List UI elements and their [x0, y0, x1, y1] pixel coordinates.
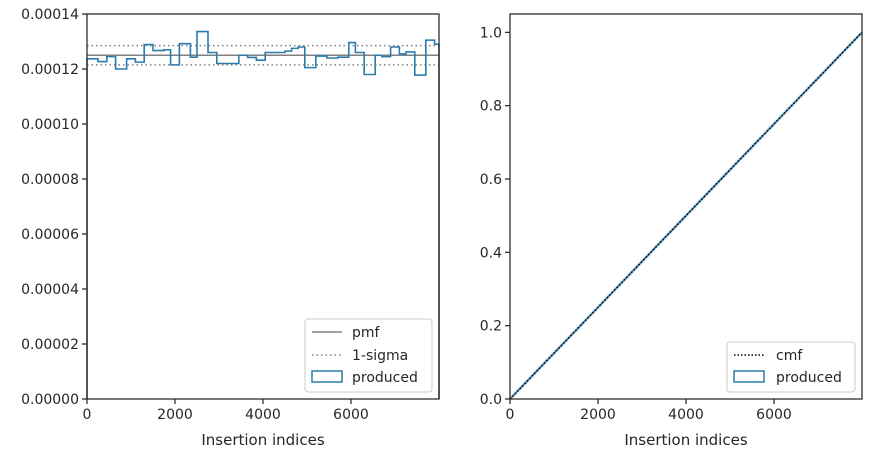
- y-tick-label: 0.00010: [21, 117, 79, 133]
- y-tick-label: 0.2: [480, 319, 502, 335]
- plot-area: [510, 14, 862, 399]
- x-axis-ticks: 0 2000 4000 6000: [83, 399, 369, 423]
- y-tick-label: 0.6: [480, 172, 502, 188]
- x-axis-ticks: 0 2000 4000 6000: [506, 399, 792, 423]
- data-layer: [508, 30, 864, 401]
- legend-produced-label: produced: [776, 370, 842, 386]
- x-tick-label: 6000: [333, 407, 369, 423]
- x-axis-label: Insertion indices: [201, 431, 324, 449]
- x-tick-label: 0: [83, 407, 92, 423]
- y-tick-label: 0.00012: [21, 62, 79, 78]
- y-tick-label: 0.00000: [21, 392, 79, 408]
- y-tick-label: 0.8: [480, 99, 502, 115]
- y-axis-ticks: 0.0 0.2 0.4 0.6 0.8 1.0: [480, 25, 510, 408]
- legend: pmf 1-sigma produced: [304, 318, 433, 393]
- y-tick-label: 0.00014: [21, 7, 79, 23]
- x-tick-label: 6000: [756, 407, 792, 423]
- y-tick-label: 0.00004: [21, 282, 79, 298]
- x-tick-label: 2000: [580, 407, 616, 423]
- cmf-line: [509, 31, 863, 400]
- cmf-panel: 0 2000 4000 6000 0.0 0.2 0.4 0.6 0.8 1.0 Inserti…: [480, 13, 864, 449]
- x-tick-label: 4000: [668, 407, 704, 423]
- legend-produced-label: produced: [352, 370, 418, 386]
- legend-sigma-label: 1-sigma: [352, 348, 408, 364]
- y-tick-label: 0.00002: [21, 337, 79, 353]
- y-tick-label: 0.00006: [21, 227, 79, 243]
- legend-cmf-label: cmf: [776, 348, 803, 364]
- data-layer: [86, 30, 440, 399]
- x-tick-label: 2000: [157, 407, 193, 423]
- x-axis-label: Insertion indices: [624, 431, 747, 449]
- legend-produced-swatch: [733, 370, 765, 383]
- legend-box: [304, 318, 433, 393]
- produced-histogram: [86, 30, 440, 399]
- y-tick-label: 0.4: [480, 245, 502, 261]
- y-tick-label: 1.0: [480, 25, 502, 41]
- x-tick-label: 0: [506, 407, 515, 423]
- x-tick-label: 4000: [245, 407, 281, 423]
- y-tick-label: 0.0: [480, 392, 502, 408]
- y-axis-ticks: 0.00000 0.00002 0.00004 0.00006 0.00008 0.000…: [21, 7, 87, 408]
- legend: cmf produced: [726, 341, 856, 393]
- legend-produced-swatch: [311, 370, 343, 383]
- y-tick-label: 0.00008: [21, 172, 79, 188]
- legend-pmf-label: pmf: [352, 325, 381, 341]
- pmf-panel: 0 2000 4000 6000 0.000000.000020.000040.000…: [21, 7, 440, 449]
